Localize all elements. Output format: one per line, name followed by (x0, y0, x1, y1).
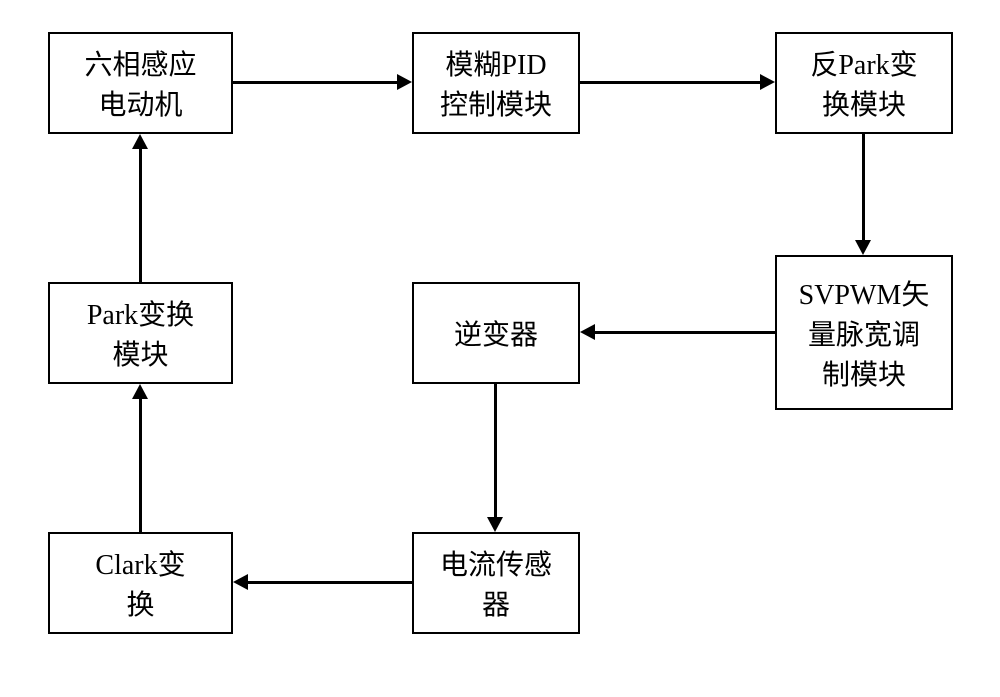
inverter-label: 逆变器 (454, 313, 538, 353)
inv-park-label: 反Park变换模块 (810, 43, 917, 123)
current-sensor-label: 电流传感器 (440, 543, 552, 623)
arrow-inverter-to-sensor (494, 384, 497, 518)
arrowhead-park-to-motor (132, 134, 148, 149)
motor-box: 六相感应电动机 (48, 32, 233, 134)
arrow-clark-to-park (139, 398, 142, 532)
clark-box: Clark变换 (48, 532, 233, 634)
arrowhead-motor-to-fuzzy (397, 74, 412, 90)
park-box: Park变换模块 (48, 282, 233, 384)
arrowhead-sensor-to-clark (233, 574, 248, 590)
motor-label: 六相感应电动机 (84, 43, 196, 123)
clark-label: Clark变换 (95, 543, 185, 623)
arrowhead-fuzzy-to-invpark (760, 74, 775, 90)
arrow-park-to-motor (139, 148, 142, 282)
arrow-sensor-to-clark (247, 581, 412, 584)
arrow-invpark-to-svpwm (862, 134, 865, 241)
arrowhead-svpwm-to-inverter (580, 324, 595, 340)
svpwm-label: SVPWM矢量脉宽调制模块 (799, 273, 930, 393)
arrow-svpwm-to-inverter (594, 331, 775, 334)
svpwm-box: SVPWM矢量脉宽调制模块 (775, 255, 953, 410)
arrowhead-clark-to-park (132, 384, 148, 399)
inverter-box: 逆变器 (412, 282, 580, 384)
arrow-fuzzy-to-invpark (580, 81, 761, 84)
park-label: Park变换模块 (87, 293, 194, 373)
fuzzy-pid-label: 模糊PID控制模块 (440, 43, 552, 123)
arrow-motor-to-fuzzy (233, 81, 398, 84)
inv-park-box: 反Park变换模块 (775, 32, 953, 134)
arrowhead-inverter-to-sensor (487, 517, 503, 532)
arrowhead-invpark-to-svpwm (855, 240, 871, 255)
fuzzy-pid-box: 模糊PID控制模块 (412, 32, 580, 134)
current-sensor-box: 电流传感器 (412, 532, 580, 634)
